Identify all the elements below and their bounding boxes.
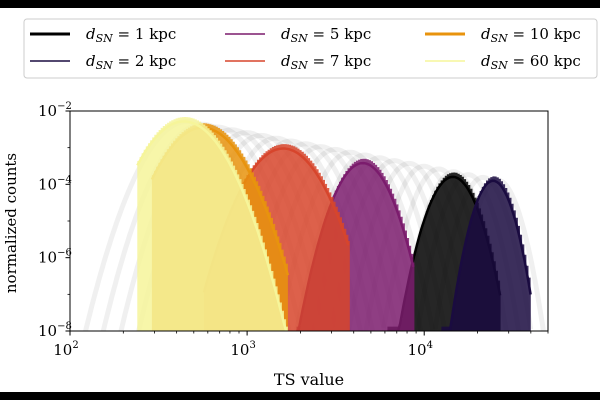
legend-item: dSN = 7 kpc	[225, 52, 371, 72]
legend-label: dSN = 7 kpc	[281, 52, 371, 72]
legend-item: dSN = 60 kpc	[425, 52, 581, 72]
x-tick-label: 104	[407, 340, 432, 359]
legend-label: dSN = 10 kpc	[481, 25, 581, 45]
y-tick-label: 10−6	[38, 248, 72, 267]
plot-area	[83, 117, 546, 331]
series-fill	[137, 117, 288, 331]
x-axis-label: TS value	[274, 370, 344, 389]
legend-label: dSN = 60 kpc	[481, 52, 581, 72]
chart-svg: dSN = 1 kpc dSN = 2 kpc dSN = 5 kpc dSN = 7…	[2, 18, 598, 389]
series-6	[136, 117, 288, 331]
legend-label: dSN = 2 kpc	[86, 52, 176, 72]
y-tick-label: 10−8	[38, 321, 72, 340]
series-line	[136, 120, 288, 331]
legend-item: dSN = 5 kpc	[225, 25, 371, 45]
legend: dSN = 1 kpc dSN = 2 kpc dSN = 5 kpc dSN = 7…	[23, 18, 598, 79]
x-tick-label: 103	[230, 340, 255, 359]
legend-item: dSN = 10 kpc	[425, 25, 581, 45]
series-fill	[441, 176, 531, 331]
series-line	[441, 179, 532, 331]
figure: dSN = 1 kpc dSN = 2 kpc dSN = 5 kpc dSN = 7…	[0, 8, 600, 392]
x-tick-label: 102	[53, 340, 78, 359]
legend-item: dSN = 2 kpc	[30, 52, 176, 72]
y-tick-label: 10−4	[38, 174, 72, 193]
y-tick-label: 10−2	[38, 101, 72, 120]
legend-label: dSN = 5 kpc	[281, 25, 371, 45]
legend-item: dSN = 1 kpc	[30, 25, 176, 45]
series-2	[441, 176, 532, 331]
legend-label: dSN = 1 kpc	[86, 25, 176, 45]
y-axis-label: normalized counts	[2, 153, 20, 293]
